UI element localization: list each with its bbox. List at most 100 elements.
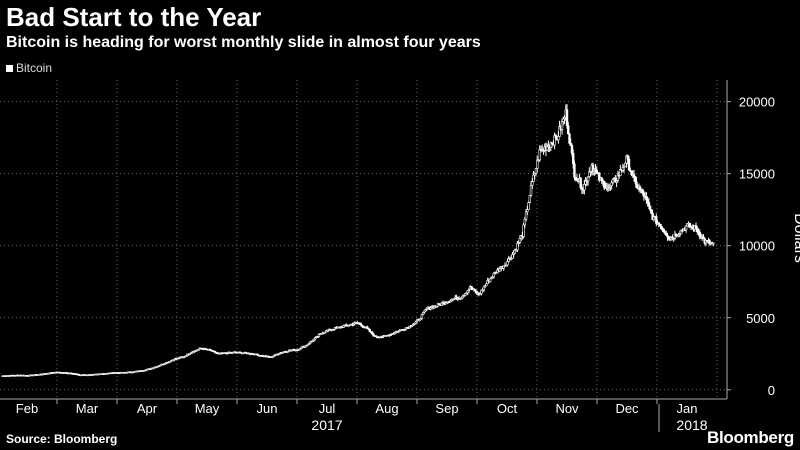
y-tick-label: 10000 [739,239,775,254]
candle-body [429,307,432,310]
candle-body [624,162,627,167]
y-axis-title: Dollars [791,213,800,263]
legend: Bitcoin [6,61,52,75]
candle-body [708,240,711,245]
candle-body [372,333,375,337]
candle-body [410,325,414,327]
candle-body [567,125,570,135]
x-tick-label: Oct [497,401,518,416]
candle-body [684,225,688,231]
x-tick-label: Sep [435,401,458,416]
x-tick-label: Mar [76,401,99,416]
candle-body [622,165,626,168]
x-tick-label: May [195,401,220,416]
candle-body [374,335,378,338]
candle-body [516,243,519,251]
candle-body [398,330,401,332]
bloomberg-logo: Bloomberg [706,428,794,447]
candle-body [688,223,692,228]
candle-body [572,153,575,165]
candle-body [464,293,467,296]
candle-body [603,181,606,188]
candle-body [492,273,496,278]
candle-body [522,224,525,237]
candle-body [645,195,648,201]
x-tick-label: Feb [16,401,38,416]
candle-body [359,323,363,326]
candle-body [638,186,642,191]
candle-body [650,209,653,214]
candle-body [172,359,175,362]
source-note: Source: Bloomberg [6,432,118,446]
candle-body [526,209,529,213]
candle-body [523,218,527,226]
candle-body [299,348,302,350]
candle-body [635,181,638,188]
candle-body [197,348,200,351]
candle-body [506,261,509,266]
candle-body [648,205,652,210]
candle-body [634,176,637,183]
candle-body [371,331,374,335]
y-tick-label: 20000 [739,95,775,110]
candle-body [361,324,364,327]
candle-body [462,295,466,297]
candle-body [554,135,558,138]
y-tick-label: 0 [768,383,775,398]
candle-body [512,252,515,255]
candle-body [309,341,312,344]
candle-body [513,249,517,254]
x-tick-label: Apr [137,401,158,416]
candle-body [518,238,522,243]
candle-body [532,174,535,182]
candle-body [565,109,569,126]
candle-body [480,289,483,294]
candle-body [570,145,574,154]
candle-body [591,164,595,172]
candle-body [660,225,663,230]
candle-body [674,233,678,237]
candle-body [470,286,473,289]
candle-body [598,172,601,181]
candle-body [646,199,649,203]
candle-body [323,331,327,334]
candle-body [482,286,486,291]
candle-body [712,242,715,245]
candle-body [498,268,502,272]
chart-title: Bad Start to the Year [6,2,262,32]
grid-layer [0,80,727,397]
legend-swatch [6,64,13,72]
candle-body [531,181,534,186]
candle-body [166,361,169,364]
candle-body [579,177,582,188]
candle-body [611,179,615,184]
candle-body [610,182,613,187]
candle-body [662,229,665,232]
candle-body [583,184,586,191]
candle-body [332,329,336,331]
candle-body [389,334,393,336]
candle-body [562,118,565,122]
candle-body [467,289,471,291]
candle-body [557,136,560,141]
candle-body [534,168,538,174]
legend-label: Bitcoin [16,61,53,75]
candle-body [168,360,172,363]
candle-body [368,329,371,332]
candle-body [678,233,682,236]
candle-body [629,169,632,172]
candle-body [420,314,424,319]
candle-body [632,173,636,177]
candle-body [474,288,477,292]
x-tick-label: Nov [555,401,579,416]
candle-body [627,158,631,171]
chart-subtitle: Bitcoin is heading for worst monthly sli… [6,34,481,51]
candle-body [415,320,419,323]
candle-body [621,167,625,171]
candle-body [573,163,576,178]
candle-body [300,346,303,349]
candle-body [502,265,505,269]
axes-layer: 0 5000 10000 15000 20000 Dollars Feb Mar Apr May J… [0,80,800,433]
candle-body [619,169,622,176]
x-tick-label: Jan [677,401,698,416]
